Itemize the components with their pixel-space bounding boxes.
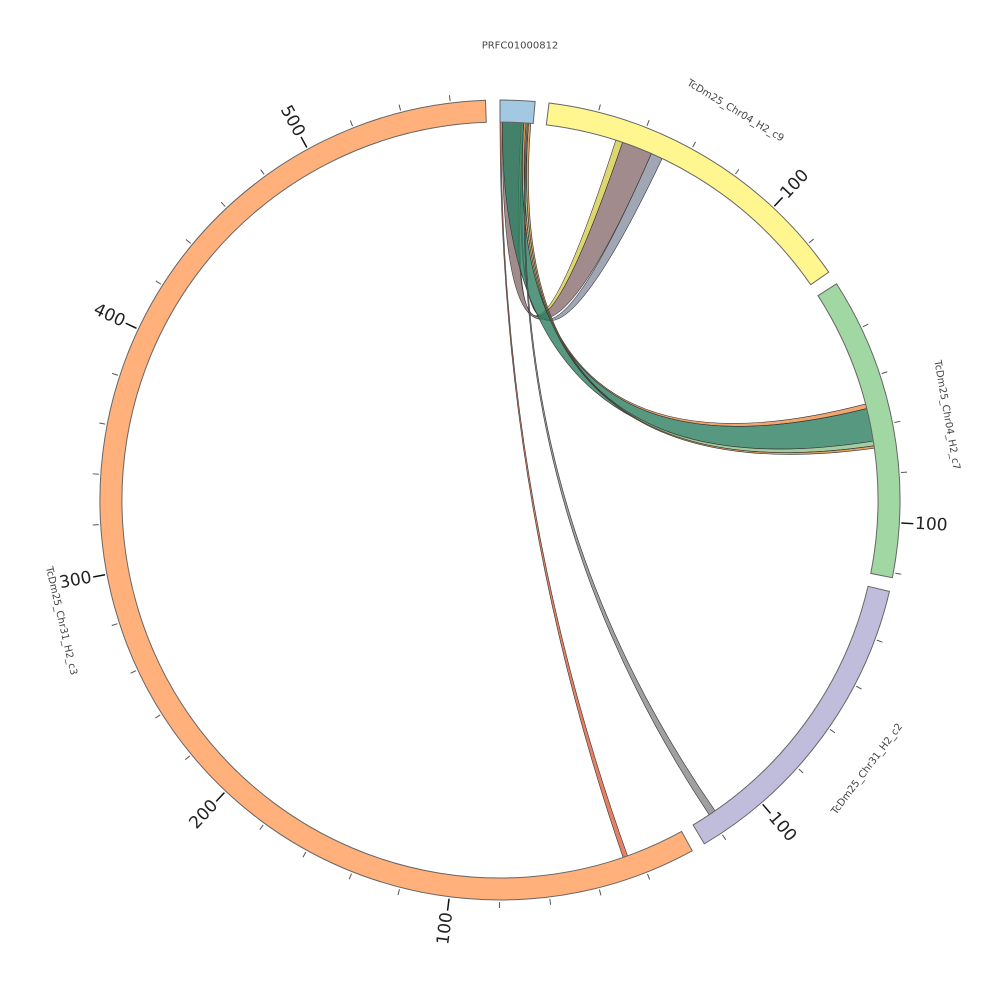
minor-tick [111, 623, 118, 627]
major-tick [300, 136, 308, 148]
tick-label: 500 [276, 102, 309, 140]
segment-name: TcDm25_Chr04_H2_c9 [684, 77, 786, 144]
minor-tick [220, 201, 226, 207]
segment-name: PRFC01000812 [482, 40, 559, 51]
minor-tick [829, 729, 836, 734]
minor-tick [862, 323, 869, 328]
minor-tick [808, 238, 814, 244]
major-tick [762, 803, 772, 814]
tick-label: 100 [915, 514, 949, 536]
minor-tick [185, 239, 191, 244]
segment-arc [99, 99, 693, 901]
tick-label: 400 [90, 300, 128, 332]
major-tick [125, 322, 137, 330]
minor-tick [894, 420, 901, 423]
segment-arc [692, 585, 891, 845]
minor-tick [549, 898, 552, 905]
minor-tick [646, 873, 651, 880]
segment-arc [545, 102, 830, 286]
segment-arc [499, 99, 536, 125]
tick-label: 100 [433, 911, 457, 946]
minor-tick [154, 714, 161, 719]
major-tick [901, 522, 914, 525]
segment-name: TcDm25_Chr04_H2_c7 [931, 359, 961, 471]
major-tick [93, 574, 106, 578]
minor-tick [856, 685, 862, 690]
minor-tick [397, 889, 400, 896]
minor-tick [881, 371, 888, 375]
minor-tick [398, 104, 402, 111]
tick-label: 300 [58, 568, 94, 594]
minor-tick [798, 768, 804, 774]
minor-tick [722, 834, 727, 841]
minor-tick [448, 95, 451, 102]
major-tick [773, 196, 784, 207]
minor-tick [876, 639, 883, 643]
minor-tick [155, 280, 162, 285]
minor-tick [302, 851, 307, 858]
minor-tick [895, 572, 902, 575]
major-tick [446, 898, 450, 911]
minor-tick [646, 120, 650, 127]
minor-tick [349, 120, 354, 127]
minor-tick [130, 670, 137, 674]
minor-tick [598, 889, 602, 896]
segment-arc [817, 283, 901, 579]
minor-tick [259, 824, 264, 831]
minor-tick [260, 169, 265, 175]
minor-tick [99, 422, 106, 425]
minor-tick [184, 755, 191, 761]
minor-tick [692, 141, 696, 148]
minor-tick [734, 168, 740, 175]
major-tick [215, 792, 225, 802]
tick-label: 100 [764, 808, 800, 846]
minor-tick [348, 873, 352, 880]
minor-tick [111, 372, 119, 376]
segment-name: TcDm25_Chr31_H2_c2 [829, 722, 905, 818]
minor-tick [598, 104, 601, 111]
